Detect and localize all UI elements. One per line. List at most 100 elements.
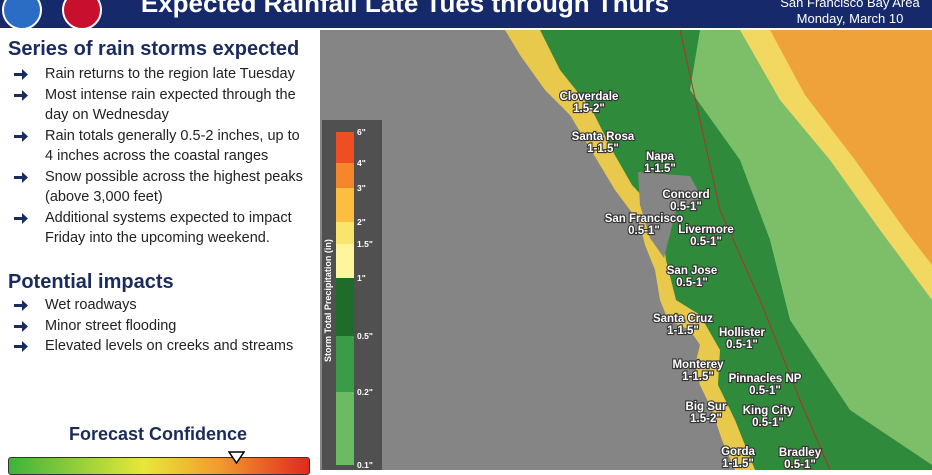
arrow-shape [14, 212, 28, 224]
place-name: Livermore [678, 224, 734, 236]
bullet: Minor street flooding [14, 316, 309, 337]
legend-swatch [336, 132, 354, 163]
legend-label: 4" [357, 158, 366, 168]
legend-title: Storm Total Precipitation (in) [323, 239, 333, 362]
legend-label: 2" [357, 217, 366, 227]
place-name: Santa Cruz [653, 313, 713, 325]
place-name: Napa [646, 151, 675, 163]
summary-heading: Series of rain storms expected [8, 38, 300, 60]
valley [690, 30, 932, 465]
bullet: Rain totals generally 0.5-2 inches, up t… [14, 126, 309, 167]
bullet-arrow [14, 130, 28, 142]
bullet-arrow [14, 89, 28, 101]
place-amount: 0.5-1" [749, 385, 781, 397]
bullet-text: Most intense rain expected through the d… [45, 86, 296, 124]
map: 6" 4" 3" 2" 1.5" 1" 0.5" 0.2" 0.1" Storm Total Pr… [320, 30, 932, 470]
bullet: Wet roadways [14, 295, 309, 316]
bullet-text: Minor street flooding [45, 317, 177, 334]
bullet-text: Rain returns to the region late Tuesday [45, 66, 295, 82]
place-name: San Francisco [605, 213, 684, 225]
bullet-arrow [14, 212, 28, 224]
bullet-arrow [14, 171, 28, 183]
place-amount: 1.5-2" [573, 103, 605, 115]
header: Expected Rainfall Late Tues through Thur… [0, 0, 932, 28]
place-amount: 0.5-1" [676, 277, 708, 289]
arrow-shape [14, 171, 28, 183]
date: Monday, March 10 [796, 11, 904, 26]
place-name: Santa Rosa [572, 131, 635, 143]
place-amount: 0.5-1" [726, 339, 758, 351]
place-amount: 1.5-2" [690, 413, 722, 425]
legend-swatch [336, 222, 354, 244]
nws-logo [62, 0, 102, 28]
place-amount: 0.5-1" [670, 201, 702, 213]
bullet: Most intense rain expected through the d… [14, 85, 309, 126]
place-name: Concord [662, 189, 709, 201]
legend-swatch [336, 336, 354, 392]
legend-swatch [336, 392, 354, 465]
place-name: San Jose [667, 265, 718, 277]
place-name: Bradley [779, 447, 822, 459]
legend-swatch [336, 163, 354, 188]
arrow-shape [14, 69, 28, 80]
legend-label: 1" [357, 273, 366, 283]
legend-swatch [336, 244, 354, 278]
place-amount: 1-1.5" [682, 371, 714, 383]
place-amount: 0.5-1" [628, 225, 660, 237]
legend-label: 0.1" [357, 460, 373, 470]
impacts-list: Wet roadways Minor street flooding Elevate… [14, 295, 309, 357]
legend-swatch [336, 188, 354, 222]
bullet-arrow [14, 69, 28, 80]
legend-label: 0.2" [357, 387, 373, 397]
confidence-bar [8, 457, 310, 475]
place-name: Gorda [721, 446, 755, 458]
arrow-shape [14, 89, 28, 101]
sierra-high [770, 30, 932, 265]
info-panel: Series of rain storms expected Rain retu… [0, 28, 320, 470]
place-name: Monterey [672, 359, 724, 371]
legend-label: 6" [357, 127, 366, 137]
bullet-text: Snow possible across the highest peaks (… [45, 168, 303, 206]
bullet: Rain returns to the region late Tuesday [14, 64, 309, 85]
highway [679, 30, 831, 470]
place-amount: 1-1.5" [587, 143, 619, 155]
impacts-heading: Potential impacts [8, 271, 174, 293]
region: San Francisco Bay Area [780, 0, 920, 10]
bay [638, 172, 702, 258]
bullet: Additional systems expected to impact Fr… [14, 208, 309, 249]
confidence-label: Forecast Confidence [68, 424, 248, 444]
arrow-shape [14, 130, 28, 142]
bullet-text: Elevated levels on creeks and streams [45, 338, 294, 354]
bullet-arrow [14, 341, 28, 352]
place-amount: 1-1.5" [667, 325, 699, 337]
bullet-arrow [14, 320, 28, 332]
arrow-shape [14, 320, 28, 332]
arrow-shape [14, 341, 28, 352]
title: Expected Rainfall Late Tues through Thur… [140, 0, 670, 18]
bullet: Elevated levels on creeks and streams [14, 336, 309, 357]
place-amount: 0.5-1" [752, 417, 784, 429]
bullet-text: Wet roadways [45, 297, 137, 313]
noaa-logo [2, 0, 42, 28]
place-name: Pinnacles NP [729, 373, 802, 385]
confidence-marker [228, 451, 245, 464]
place-amount: 1-1.5" [644, 163, 676, 175]
legend-label: 3" [357, 183, 366, 193]
legend-swatch [336, 278, 354, 336]
summary-list: Rain returns to the region late Tuesday M… [14, 64, 309, 249]
place-amount: 0.5-1" [784, 459, 816, 470]
legend-label: 1.5" [357, 239, 373, 249]
place-name: Hollister [719, 327, 766, 339]
legend-label: 0.5" [357, 331, 373, 341]
bullet-arrow [14, 300, 28, 311]
place-amount: 1-1.5" [722, 458, 754, 470]
bullet-text: Rain totals generally 0.5-2 inches, up t… [45, 127, 300, 165]
arrow-shape [14, 300, 28, 311]
place-name: King City [743, 405, 794, 417]
place-amount: 0.5-1" [690, 236, 722, 248]
bullet: Snow possible across the highest peaks (… [14, 167, 309, 208]
place-name: Big Sur [686, 401, 727, 413]
place-name: Cloverdale [560, 91, 619, 103]
bullet-text: Additional systems expected to impact Fr… [45, 209, 292, 247]
